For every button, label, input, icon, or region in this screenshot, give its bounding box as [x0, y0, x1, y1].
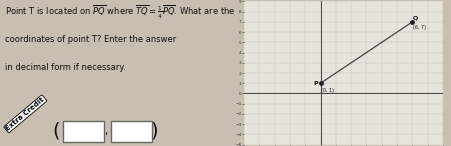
Text: ,: ,: [104, 126, 108, 136]
Text: in decimal form if necessary.: in decimal form if necessary.: [5, 63, 125, 72]
FancyBboxPatch shape: [63, 121, 104, 142]
Text: (0, 1): (0, 1): [321, 88, 334, 93]
Text: Extra Credit: Extra Credit: [5, 96, 46, 132]
FancyBboxPatch shape: [111, 121, 152, 142]
Text: ): ): [150, 122, 158, 141]
Text: Point T is located on $\overline{PQ}$ where $\overline{TQ} = \frac{1}{4}\overlin: Point T is located on $\overline{PQ}$ wh…: [5, 4, 235, 21]
Text: Q: Q: [412, 15, 418, 20]
Text: coordinates of point T? Enter the answer: coordinates of point T? Enter the answer: [5, 35, 176, 44]
Text: (6, 7): (6, 7): [412, 25, 425, 30]
Text: (: (: [52, 122, 59, 141]
Text: P: P: [313, 81, 318, 86]
